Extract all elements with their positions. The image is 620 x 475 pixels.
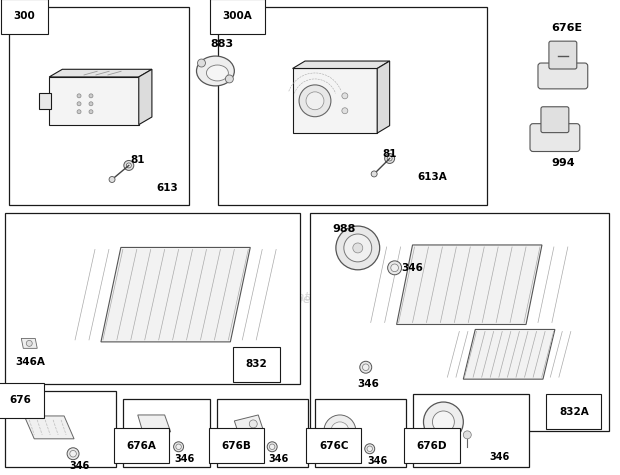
Ellipse shape [197, 56, 234, 86]
FancyBboxPatch shape [530, 124, 580, 152]
Circle shape [342, 93, 348, 99]
Bar [310, 213, 609, 431]
Circle shape [344, 234, 372, 262]
Bar [6, 391, 116, 466]
Circle shape [306, 92, 324, 110]
Text: eReplacementParts.com: eReplacementParts.com [234, 293, 386, 306]
Polygon shape [463, 330, 555, 379]
Text: 81: 81 [131, 155, 145, 165]
Circle shape [176, 444, 181, 449]
Text: 346: 346 [175, 454, 195, 464]
Text: 676B: 676B [221, 441, 251, 451]
Text: 883: 883 [210, 39, 234, 49]
Polygon shape [234, 415, 264, 439]
Circle shape [365, 444, 374, 454]
Text: 346: 346 [402, 263, 423, 273]
Circle shape [89, 102, 93, 106]
Polygon shape [397, 245, 542, 324]
Circle shape [124, 161, 134, 171]
Text: 676A: 676A [127, 441, 157, 451]
Text: eReplacementParts.com: eReplacementParts.com [214, 291, 376, 304]
FancyBboxPatch shape [549, 41, 577, 69]
Bar [9, 7, 188, 205]
Circle shape [360, 361, 372, 373]
Polygon shape [21, 338, 37, 348]
Polygon shape [49, 77, 139, 124]
Text: 346: 346 [69, 461, 89, 471]
Text: 676D: 676D [417, 441, 447, 451]
Circle shape [432, 411, 454, 433]
Text: 346: 346 [358, 379, 379, 389]
Polygon shape [293, 61, 389, 68]
Circle shape [388, 261, 402, 275]
Circle shape [336, 226, 379, 270]
Bar [218, 399, 308, 466]
Circle shape [67, 448, 79, 460]
Text: 676E: 676E [551, 23, 582, 33]
Circle shape [387, 156, 392, 161]
Text: 300: 300 [14, 11, 35, 21]
Ellipse shape [206, 65, 228, 81]
Circle shape [384, 153, 394, 163]
Circle shape [70, 450, 76, 457]
Circle shape [89, 94, 93, 98]
FancyBboxPatch shape [538, 63, 588, 89]
Text: 346A: 346A [16, 357, 45, 367]
Bar [123, 399, 210, 466]
Polygon shape [139, 69, 152, 124]
Polygon shape [138, 415, 171, 432]
Circle shape [77, 102, 81, 106]
Circle shape [367, 446, 373, 452]
Circle shape [126, 163, 131, 168]
Polygon shape [293, 68, 377, 133]
Text: 832A: 832A [559, 407, 588, 417]
Polygon shape [49, 69, 152, 77]
Text: 832: 832 [246, 359, 267, 369]
Circle shape [174, 442, 184, 452]
Circle shape [423, 402, 463, 442]
Circle shape [249, 420, 257, 428]
Circle shape [342, 108, 348, 114]
Text: 613: 613 [157, 183, 179, 193]
Text: 346: 346 [489, 452, 510, 462]
Circle shape [331, 422, 349, 440]
Circle shape [89, 110, 93, 114]
Circle shape [299, 85, 331, 117]
Text: 676: 676 [9, 395, 31, 405]
Polygon shape [101, 247, 250, 342]
Polygon shape [24, 416, 74, 439]
Circle shape [226, 75, 233, 83]
Polygon shape [377, 61, 389, 133]
Bar [218, 7, 487, 205]
Text: 346: 346 [368, 456, 388, 466]
Text: 346: 346 [268, 454, 288, 464]
Text: 300A: 300A [223, 11, 252, 21]
Text: 613A: 613A [417, 172, 447, 182]
Circle shape [391, 264, 399, 272]
Circle shape [463, 431, 471, 439]
Circle shape [270, 444, 275, 449]
Text: 81: 81 [383, 149, 397, 159]
Circle shape [324, 415, 356, 447]
Circle shape [353, 243, 363, 253]
Circle shape [77, 94, 81, 98]
Text: 676C: 676C [319, 441, 348, 451]
Text: 994: 994 [551, 159, 575, 169]
Bar [39, 93, 51, 109]
Circle shape [26, 341, 32, 346]
Circle shape [198, 59, 205, 67]
Text: 988: 988 [332, 224, 355, 234]
Circle shape [363, 364, 369, 370]
FancyBboxPatch shape [541, 107, 569, 133]
Circle shape [77, 110, 81, 114]
Bar [315, 399, 405, 466]
Circle shape [267, 442, 277, 452]
Bar [6, 213, 300, 384]
Circle shape [371, 171, 377, 177]
Bar [412, 394, 529, 466]
Circle shape [109, 177, 115, 182]
